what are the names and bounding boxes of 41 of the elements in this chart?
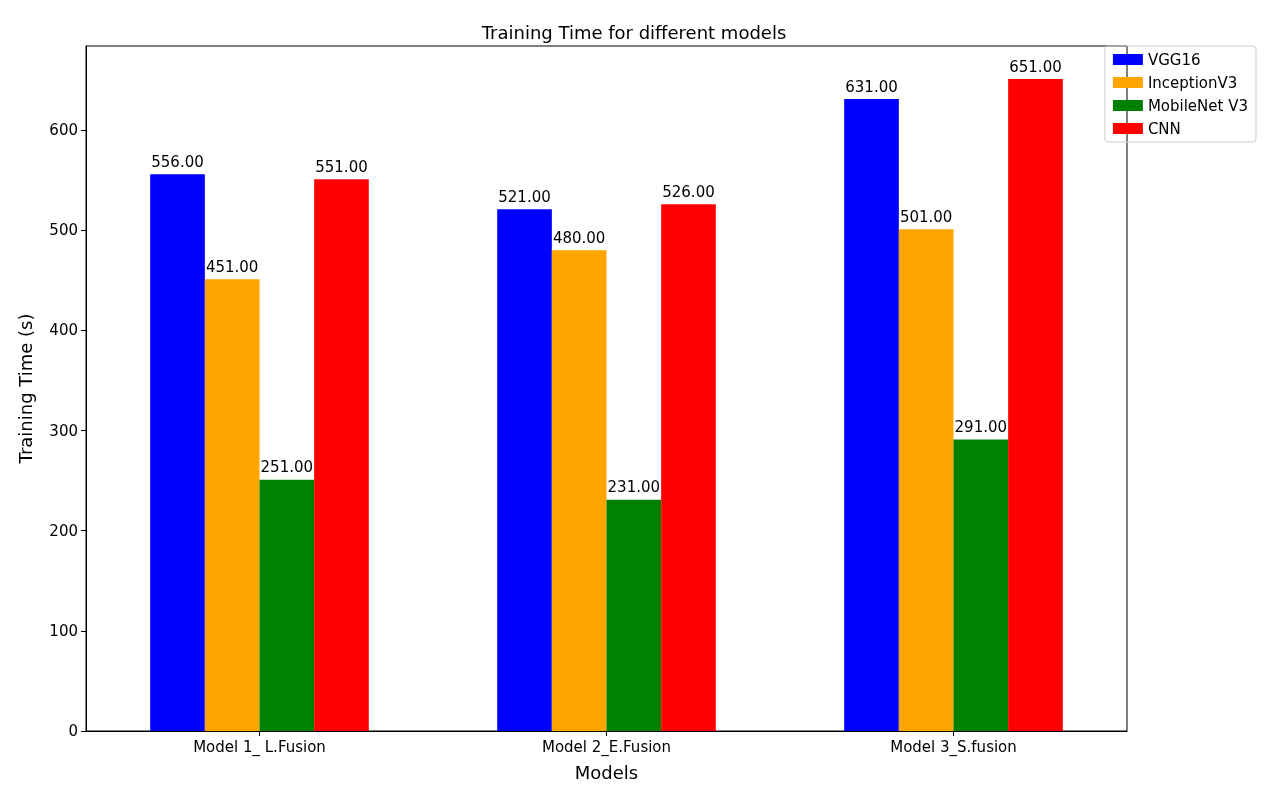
bar <box>606 499 662 731</box>
x-tick-label: Model 1_ L.Fusion <box>193 737 326 757</box>
bar <box>661 204 716 731</box>
bar <box>953 439 1009 731</box>
chart-title: Training Time for different models <box>480 21 787 43</box>
data-label: 631.00 <box>845 77 898 96</box>
bar <box>259 479 315 731</box>
data-label: 291.00 <box>954 418 1008 437</box>
bar <box>204 279 260 731</box>
y-tick-label: 500 <box>49 221 78 240</box>
y-tick-label: 100 <box>49 621 78 640</box>
data-label: 521.00 <box>498 187 551 206</box>
x-tick-label: Model 2_E.Fusion <box>541 737 672 757</box>
data-label: 451.00 <box>205 257 259 276</box>
y-tick-label: 600 <box>49 121 78 140</box>
bar <box>898 229 954 731</box>
data-label: 551.00 <box>315 157 368 176</box>
legend-label: CNN <box>1147 119 1181 138</box>
bar <box>314 179 369 731</box>
bar <box>551 250 607 731</box>
bar <box>497 209 552 731</box>
y-tick-label: 200 <box>49 521 78 540</box>
y-tick-label: 300 <box>49 421 78 440</box>
data-label: 501.00 <box>899 207 953 226</box>
x-tick-label: Model 3_S.fusion <box>890 737 1017 757</box>
data-label: 251.00 <box>260 458 314 477</box>
y-axis-title: Training Time (s) <box>14 313 36 465</box>
legend-label: MobileNet V3 <box>1147 96 1248 115</box>
legend-label: InceptionV3 <box>1147 73 1238 92</box>
bar <box>1008 79 1063 731</box>
data-label: 651.00 <box>1009 57 1062 76</box>
data-label: 526.00 <box>662 182 715 201</box>
legend-label: VGG16 <box>1147 50 1201 69</box>
data-label: 231.00 <box>607 478 661 497</box>
data-label: 480.00 <box>552 228 606 247</box>
x-axis-title: Models <box>574 761 639 783</box>
bar <box>150 174 205 731</box>
bar <box>844 99 899 731</box>
y-tick-label: 400 <box>49 321 78 340</box>
data-label: 556.00 <box>151 152 204 171</box>
y-tick-label: 0 <box>68 722 78 740</box>
